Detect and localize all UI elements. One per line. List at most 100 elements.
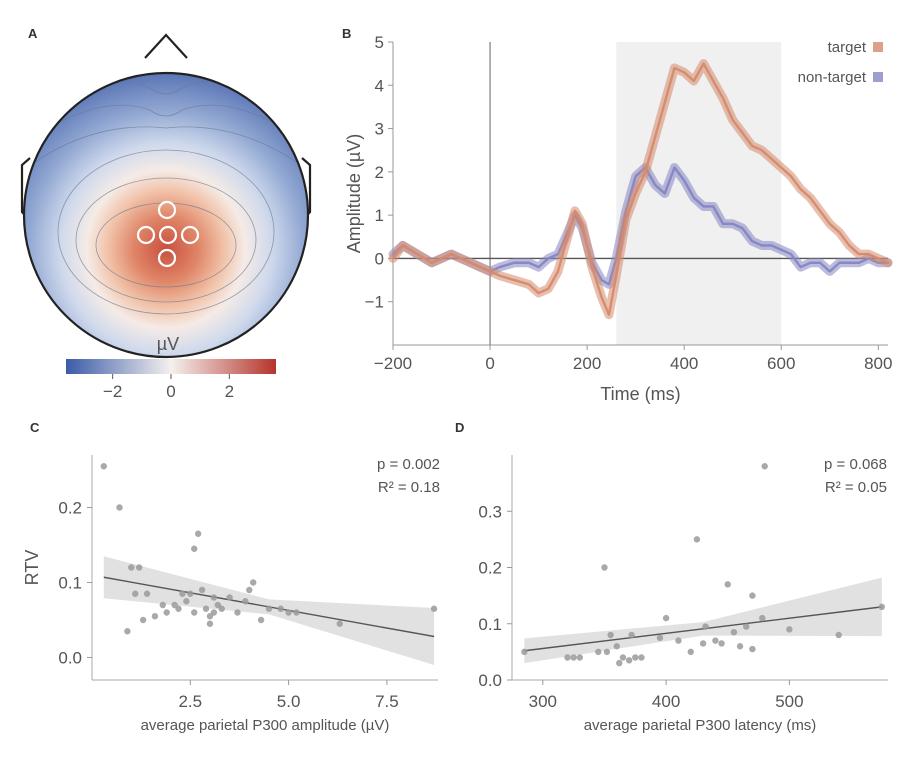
annotation-p-value: p = 0.002 (377, 456, 440, 473)
confidence-band (524, 577, 882, 664)
x-tick-label: 5.0 (277, 692, 301, 711)
legend-swatch (873, 72, 883, 82)
data-point (743, 623, 750, 630)
data-point (250, 579, 257, 586)
data-point (601, 564, 608, 571)
data-point (878, 603, 886, 611)
data-point (595, 648, 602, 656)
y-tick-label: 0.0 (58, 649, 82, 668)
data-point (191, 609, 198, 616)
data-point (277, 605, 284, 612)
data-point (564, 654, 571, 661)
data-point (198, 586, 206, 594)
data-point (135, 564, 143, 571)
regression-line (524, 606, 882, 652)
data-point (293, 609, 300, 616)
data-point (699, 640, 707, 647)
data-point (724, 581, 731, 588)
data-point (234, 609, 241, 616)
x-tick-label: 200 (573, 354, 601, 373)
data-point (712, 637, 719, 644)
electrodes (136, 200, 200, 268)
electrode-marker (157, 200, 177, 220)
y-tick-label: 1 (375, 206, 384, 225)
topomap: µV −2 0 2 (20, 33, 312, 401)
data-point (265, 605, 273, 612)
panel-label-c: C (30, 420, 40, 435)
annotation-r-squared: R² = 0.18 (378, 479, 440, 496)
colorbar-tick-label: −2 (103, 382, 122, 401)
legend-label: non-target (798, 69, 867, 86)
data-point (687, 648, 694, 656)
data-point (151, 613, 159, 620)
y-tick-label: 0.1 (478, 615, 502, 634)
data-point (179, 590, 186, 597)
x-tick-label: 7.5 (375, 692, 399, 711)
data-point (736, 643, 744, 650)
x-axis-label: average parietal P300 amplitude (µV) (141, 717, 390, 734)
data-point (576, 654, 584, 661)
data-point (521, 648, 528, 656)
data-point (662, 614, 670, 622)
data-point (285, 609, 292, 616)
x-tick-label: 500 (775, 692, 803, 711)
colorbar-tick-label: 0 (166, 382, 175, 401)
data-point (336, 620, 343, 627)
data-point (242, 598, 249, 605)
y-axis-label: RTV (22, 550, 42, 586)
y-tick-label: 5 (375, 33, 384, 52)
data-point (786, 626, 793, 633)
data-point (616, 659, 623, 667)
contour-line (29, 104, 303, 141)
y-tick-label: 0.2 (58, 499, 82, 518)
data-point (191, 545, 198, 552)
data-point (625, 657, 633, 664)
data-point (132, 590, 139, 597)
contour-line (75, 177, 257, 303)
scatter-latency-chart: p = 0.068 R² = 0.05 0.0 0.1 0.2 0.3 300 400 50… (478, 455, 888, 734)
y-tick-label: 0.2 (478, 559, 502, 578)
contour-line (24, 126, 308, 171)
data-point (632, 654, 639, 661)
data-point (619, 654, 627, 661)
annotation-p-value: p = 0.068 (824, 456, 887, 473)
electrode-marker (158, 225, 178, 245)
data-point (210, 609, 218, 616)
data-point (175, 605, 182, 612)
shaded-window (616, 42, 782, 345)
data-point (603, 648, 611, 656)
data-point (761, 463, 768, 470)
y-axis-label: Amplitude (µV) (344, 134, 364, 253)
data-point (570, 654, 577, 661)
x-tick-label: 600 (767, 354, 795, 373)
y-tick-label: 0.3 (478, 502, 502, 521)
data-point (693, 536, 701, 543)
electrode-marker (136, 225, 156, 245)
x-tick-label: 2.5 (178, 692, 202, 711)
colorbar-ticks: −2 0 2 (103, 374, 234, 401)
y-tick-label: 4 (375, 76, 384, 95)
colorbar-unit: µV (157, 334, 179, 354)
data-point (628, 631, 635, 639)
data-point (163, 609, 170, 616)
data-point (257, 616, 265, 624)
data-point (116, 504, 123, 511)
head-nose-outline (144, 33, 188, 59)
data-point (128, 564, 135, 571)
legend-swatch (873, 42, 883, 52)
data-point (159, 601, 166, 609)
scatter-amplitude-chart: p = 0.002 R² = 0.18 0.0 0.1 0.2 2.5 5.0 7.5 av… (22, 455, 440, 734)
data-point (194, 530, 202, 537)
data-point (143, 590, 151, 597)
data-point (638, 654, 645, 661)
y-tick-label: −1 (365, 293, 384, 312)
x-tick-label: −200 (374, 354, 412, 373)
data-point (202, 605, 210, 612)
x-axis-label: Time (ms) (600, 384, 680, 404)
y-tick-label: 0.1 (58, 574, 82, 593)
x-tick-label: 300 (529, 692, 557, 711)
data-point (124, 628, 131, 635)
y-tick-label: 0 (375, 249, 384, 268)
data-point (613, 643, 620, 650)
